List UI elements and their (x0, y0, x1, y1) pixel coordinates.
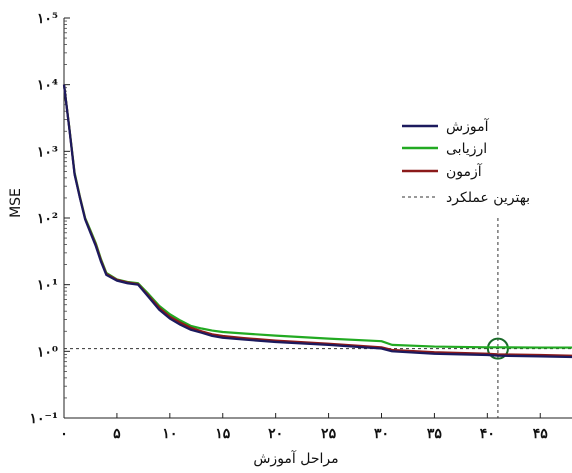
y-tick-label: ۱۰⁰ (37, 344, 58, 360)
x-tick-label: ۴۰ (480, 426, 495, 442)
x-tick-label: ۵ (113, 426, 121, 442)
y-tick-label: ۱۰³ (37, 144, 58, 160)
x-tick-label: ۱۵ (215, 426, 231, 442)
y-axis-title: MSE (8, 188, 24, 218)
x-tick-label: ۲۰ (268, 426, 283, 442)
best-point-circle (486, 337, 509, 360)
legend-label-2: آزمون (446, 163, 483, 180)
best-marker-group (64, 218, 572, 418)
legend-label-1: ارزیابی (446, 141, 487, 157)
legend-label-best: بهترین عملکرد (446, 190, 530, 206)
x-tick-label: ۱۰ (162, 426, 177, 442)
series-line-0 (62, 84, 572, 359)
series-line-1 (62, 84, 572, 349)
x-axis-title: مراحل آموزش (253, 450, 338, 467)
x-tick-label: ۳۰ (374, 426, 389, 442)
x-tick-label: ۳۵ (427, 426, 443, 442)
x-tick-label: ۴۵ (533, 426, 549, 442)
legend-label-0: آموزش (446, 118, 490, 135)
series-group (62, 84, 572, 359)
y-tick-label: ۱۰⁴ (37, 78, 58, 94)
y-tick-label: ۱۰⁵ (37, 11, 58, 27)
legend: آموزش ارزیابی آزمون بهترین عملکرد (402, 118, 530, 206)
series-line-2 (62, 84, 572, 357)
x-tick-label: ۰ (60, 426, 68, 442)
axes-group: ۰ ۵ ۱۰ ۱۵ ۲۰ ۲۵ ۳۰ ۳۵ ۴۰ ۴۵ ۱۰⁻¹ ۱۰⁰ ۱۰¹ ۱۰² ۱۰³ ۱۰⁴ ۱۰⁵ (29, 11, 572, 442)
y-tick-label: ۱۰¹ (37, 278, 58, 294)
y-tick-label: ۱۰⁻¹ (29, 411, 58, 427)
x-tick-label: ۲۵ (321, 426, 337, 442)
y-tick-label: ۱۰² (37, 211, 58, 227)
